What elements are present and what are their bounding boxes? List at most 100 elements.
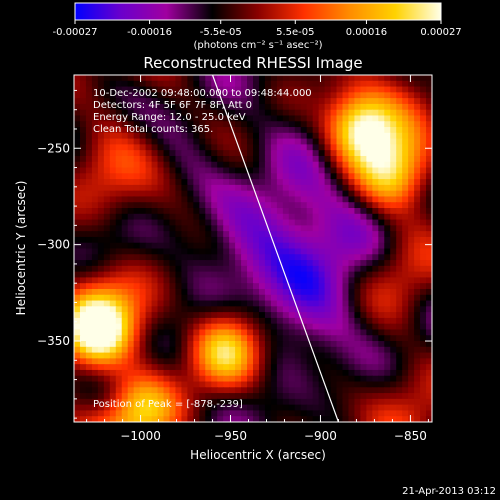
heatmap-cell	[276, 260, 284, 267]
heatmap-cell	[211, 335, 218, 342]
heatmap-cell	[79, 92, 87, 99]
heatmap-cell	[258, 306, 266, 313]
heatmap-cell	[193, 306, 200, 313]
heatmap-cell	[414, 150, 421, 157]
heatmap-cell	[300, 265, 308, 273]
heatmap-cell	[306, 208, 314, 215]
heatmap-cell	[372, 184, 379, 192]
heatmap-cell	[282, 300, 290, 307]
heatmap-cell	[342, 236, 350, 244]
heatmap-cell	[408, 335, 415, 342]
heatmap-cell	[199, 155, 206, 163]
heatmap-cell	[414, 121, 421, 128]
heatmap-cell	[175, 416, 182, 422]
heatmap-cell	[378, 80, 385, 88]
heatmap-cell	[133, 277, 141, 284]
heatmap-cell	[115, 317, 123, 325]
heatmap-cell	[420, 121, 427, 128]
heatmap-cell	[342, 352, 350, 359]
heatmap-cell	[79, 196, 87, 203]
heatmap-cell	[115, 98, 123, 105]
heatmap-cell	[378, 341, 385, 348]
heatmap-cell	[372, 375, 379, 383]
heatmap-cell	[414, 248, 421, 255]
heatmap-cell	[396, 127, 403, 134]
heatmap-cell	[199, 375, 206, 383]
heatmap-cell	[97, 283, 105, 290]
heatmap-cell	[127, 109, 135, 117]
heatmap-cell	[223, 161, 230, 169]
heatmap-cell	[235, 103, 242, 111]
heatmap-cell	[145, 283, 153, 290]
heatmap-cell	[294, 138, 302, 145]
heatmap-cell	[247, 127, 254, 134]
heatmap-cell	[294, 265, 302, 273]
heatmap-cell	[97, 317, 105, 325]
heatmap-cell	[79, 103, 87, 111]
heatmap-cell	[181, 121, 188, 128]
heatmap-cell	[163, 375, 171, 383]
heatmap-cell	[79, 410, 87, 417]
heatmap-cell	[330, 167, 338, 174]
heatmap-cell	[336, 312, 344, 319]
heatmap-cell	[360, 271, 367, 279]
heatmap-cell	[354, 398, 361, 406]
heatmap-cell	[282, 127, 290, 134]
heatmap-cell	[253, 92, 260, 99]
heatmap-cell	[294, 288, 302, 296]
heatmap-cell	[384, 393, 391, 400]
heatmap-cell	[282, 231, 290, 238]
heatmap-cell	[157, 109, 165, 117]
heatmap-cell	[384, 254, 391, 261]
heatmap-cell	[169, 109, 177, 117]
heatmap-cell	[79, 254, 87, 261]
heatmap-cell	[79, 294, 87, 302]
heatmap-cell	[163, 242, 171, 250]
heatmap-cell	[282, 202, 290, 209]
heatmap-cell	[217, 132, 224, 140]
heatmap-cell	[139, 196, 147, 203]
heatmap-cell	[181, 179, 188, 186]
heatmap-cell	[253, 294, 260, 302]
heatmap-cell	[157, 312, 165, 319]
heatmap-cell	[390, 300, 397, 307]
heatmap-cell	[426, 213, 432, 221]
heatmap-cell	[229, 202, 236, 209]
heatmap-cell	[79, 375, 87, 383]
heatmap-cell	[336, 167, 344, 174]
heatmap-cell	[103, 341, 111, 348]
heatmap-cell	[151, 346, 159, 354]
colorbar-unit-label: (photons cm⁻² s⁻¹ asec⁻²)	[193, 40, 322, 51]
heatmap-cell	[229, 317, 236, 325]
heatmap-cell	[294, 271, 302, 279]
heatmap-cell	[342, 115, 350, 122]
heatmap-cell	[229, 260, 236, 267]
heatmap-cell	[420, 138, 427, 145]
heatmap-cell	[270, 271, 278, 279]
heatmap-cell	[402, 219, 409, 226]
heatmap-cell	[324, 190, 332, 198]
heatmap-cell	[181, 155, 188, 163]
heatmap-cell	[414, 393, 421, 400]
heatmap-cell	[127, 364, 135, 371]
heatmap-cell	[384, 161, 391, 169]
heatmap-cell	[79, 288, 87, 296]
heatmap-cell	[109, 202, 117, 209]
heatmap-cell	[366, 410, 373, 417]
heatmap-cell	[366, 121, 373, 128]
heatmap-cell	[181, 231, 188, 238]
heatmap-cell	[109, 294, 117, 302]
heatmap-cell	[145, 138, 153, 145]
heatmap-cell	[223, 132, 230, 140]
heatmap-cell	[157, 127, 165, 134]
heatmap-cell	[396, 312, 403, 319]
heatmap-cell	[211, 387, 218, 394]
heatmap-cell	[306, 323, 314, 331]
heatmap-cell	[270, 387, 278, 394]
heatmap-cell	[211, 138, 218, 145]
heatmap-cell	[235, 109, 242, 117]
heatmap-cell	[300, 161, 308, 169]
heatmap-cell	[181, 190, 188, 198]
heatmap-cell	[282, 208, 290, 215]
heatmap-cell	[372, 393, 379, 400]
